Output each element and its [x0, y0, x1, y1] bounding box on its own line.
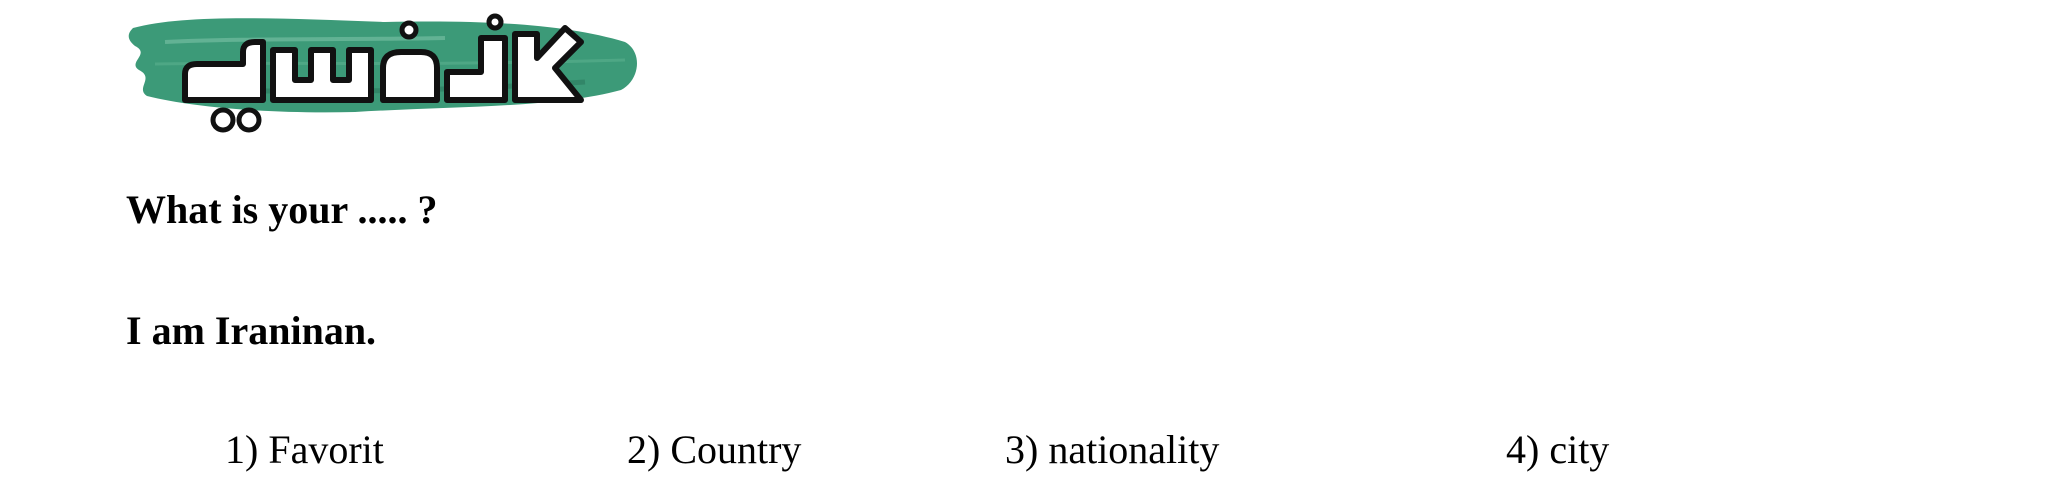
option-2[interactable]: 2) Country: [627, 427, 802, 472]
brand-logo-icon: [125, 8, 645, 140]
option-1[interactable]: 1) Favorit: [225, 427, 384, 472]
question-text: What is your ..... ?: [126, 187, 438, 232]
option-4[interactable]: 4) city: [1506, 427, 1610, 472]
option-3[interactable]: 3) nationality: [1005, 427, 1220, 472]
answer-text: I am Iraninan.: [126, 308, 377, 353]
